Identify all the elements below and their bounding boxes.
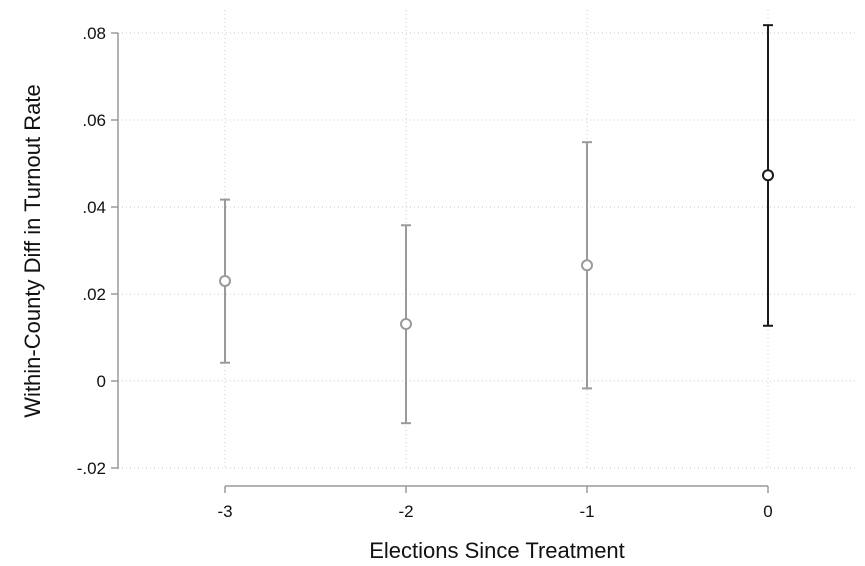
data-point — [762, 169, 774, 182]
tick-layer: -.02 0 .02 .04 .06 .08 -3 -2 -1 0 — [77, 24, 773, 521]
axis-layer — [117, 33, 768, 487]
x-tick-label: -3 — [217, 502, 232, 521]
y-tick-label: -.02 — [77, 459, 106, 478]
errorbar-layer — [220, 24, 773, 425]
data-point — [581, 259, 593, 272]
x-tick-label: -1 — [579, 502, 594, 521]
y-tick-label: .08 — [82, 24, 106, 43]
y-tick-label: .02 — [82, 285, 106, 304]
y-tick-label: .06 — [82, 111, 106, 130]
x-axis-title: Elections Since Treatment — [369, 538, 625, 563]
y-tick-label: 0 — [97, 372, 106, 391]
data-point — [400, 318, 412, 331]
y-tick-label: .04 — [82, 198, 106, 217]
point-layer — [219, 169, 774, 331]
x-tick-label: -2 — [398, 502, 413, 521]
y-axis-title: Within-County Diff in Turnout Rate — [20, 84, 45, 417]
grid-layer — [118, 10, 855, 469]
x-tick-label: 0 — [763, 502, 772, 521]
data-point — [219, 274, 231, 287]
